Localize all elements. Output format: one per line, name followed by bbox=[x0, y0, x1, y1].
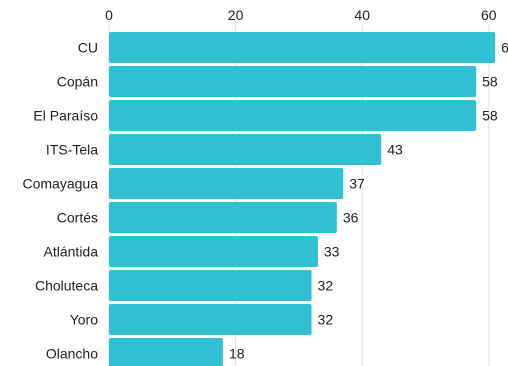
category-label: Comayagua bbox=[23, 176, 99, 192]
bar bbox=[109, 100, 477, 131]
bar bbox=[109, 270, 312, 301]
value-label: 37 bbox=[349, 176, 365, 192]
value-label: 58 bbox=[482, 108, 498, 124]
category-label: Choluteca bbox=[35, 278, 98, 294]
bar bbox=[109, 236, 318, 267]
value-label: 32 bbox=[318, 312, 334, 328]
value-label: 36 bbox=[343, 210, 359, 226]
value-label: 58 bbox=[482, 74, 498, 90]
category-label: Atlántida bbox=[44, 244, 99, 260]
bar bbox=[109, 66, 477, 97]
bar bbox=[109, 168, 344, 199]
category-label: Cortés bbox=[57, 210, 98, 226]
bar bbox=[109, 338, 223, 366]
bar bbox=[109, 32, 496, 63]
x-tick-label: 40 bbox=[354, 7, 370, 23]
value-label: 43 bbox=[387, 142, 403, 158]
bar bbox=[109, 304, 312, 335]
value-label: 6 bbox=[501, 40, 508, 56]
bars bbox=[109, 32, 496, 366]
value-labels: 6 58 58 43 37 36 33 32 32 18 bbox=[229, 40, 508, 362]
bar bbox=[109, 202, 337, 233]
value-label: 18 bbox=[229, 346, 245, 362]
category-labels: CU Copán El Paraíso ITS-Tela Comayagua Cortés… bbox=[23, 40, 99, 362]
category-label: El Paraíso bbox=[33, 108, 98, 124]
category-label: CU bbox=[78, 40, 98, 56]
category-label: Olancho bbox=[46, 346, 98, 362]
value-label: 32 bbox=[318, 278, 334, 294]
value-label: 33 bbox=[324, 244, 340, 260]
x-tick-label: 20 bbox=[228, 7, 244, 23]
x-tick-label: 60 bbox=[481, 7, 497, 23]
category-label: ITS-Tela bbox=[46, 142, 98, 158]
bar bbox=[109, 134, 382, 165]
x-axis-ticks: 0 20 40 60 bbox=[105, 7, 497, 23]
x-tick-label: 0 bbox=[105, 7, 113, 23]
category-label: Copán bbox=[57, 74, 98, 90]
category-label: Yoro bbox=[70, 312, 99, 328]
